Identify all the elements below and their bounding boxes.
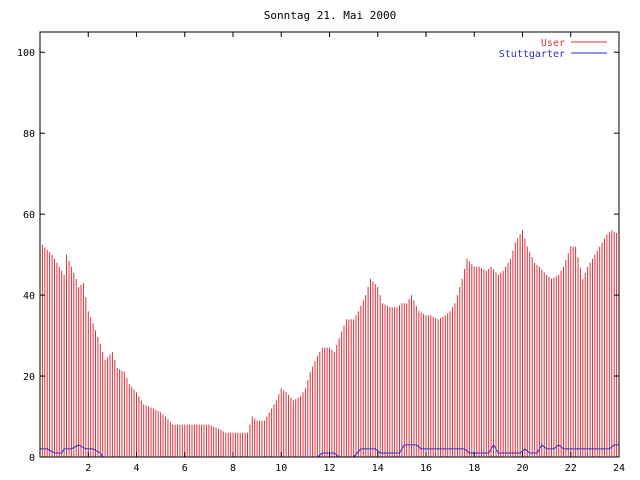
user-impulses (39, 230, 620, 457)
x-tick-label: 18 (468, 463, 480, 474)
chart-title: Sonntag 21. Mai 2000 (264, 9, 396, 22)
x-tick-label: 22 (565, 463, 577, 474)
x-tick-label: 24 (613, 463, 625, 474)
y-tick-label: 60 (23, 210, 35, 221)
legend-label: User (541, 38, 565, 49)
stuttgarter-line-layer (40, 443, 619, 458)
x-tick-label: 8 (230, 463, 236, 474)
legend-label: Stuttgarter (499, 49, 565, 60)
x-tick-label: 16 (420, 463, 432, 474)
x-tick-label: 12 (323, 463, 335, 474)
x-tick-label: 2 (85, 463, 91, 474)
y-tick-label: 80 (23, 129, 35, 140)
y-tick-label: 0 (29, 453, 35, 464)
y-tick-label: 100 (17, 48, 35, 59)
y-tick-label: 20 (23, 372, 35, 383)
stuttgarter-line (40, 443, 619, 458)
y-tick-label: 40 (23, 291, 35, 302)
x-tick-label: 4 (133, 463, 139, 474)
x-tick-label: 10 (275, 463, 287, 474)
x-tick-label: 20 (516, 463, 528, 474)
x-tick-label: 6 (182, 463, 188, 474)
x-tick-label: 14 (372, 463, 384, 474)
